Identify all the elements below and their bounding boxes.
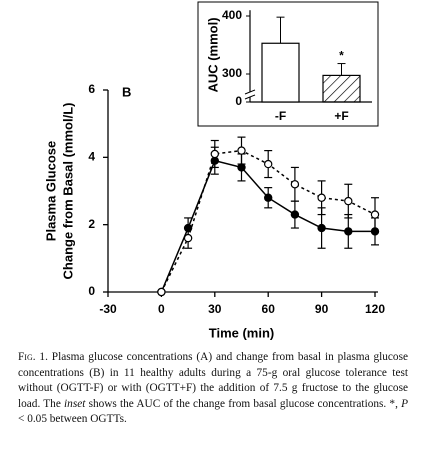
inset-y-tick-label: 400	[222, 8, 242, 22]
marker	[317, 193, 326, 202]
axis-break	[244, 94, 256, 100]
x-axis-title: Time (min)	[209, 325, 275, 340]
inset-x-label: -F	[275, 109, 286, 123]
y-tick-label: 4	[88, 150, 95, 164]
x-tick-label: 0	[158, 302, 165, 316]
marker	[344, 227, 353, 236]
caption-text: < 0.05 between OGTTs.	[18, 413, 127, 425]
caption-label: Fig. 1.	[18, 351, 48, 363]
marker	[370, 210, 380, 219]
bar	[322, 74, 361, 103]
y-axis-title: Change from Basal (mmol/L)	[60, 103, 75, 280]
x-tick-label: 60	[262, 302, 276, 316]
marker	[344, 196, 353, 206]
marker	[237, 163, 246, 172]
caption-italic: P	[401, 397, 408, 410]
caption-italic: inset	[64, 397, 86, 410]
caption-text: Plasma glucose concentrations (A) and ch…	[18, 351, 408, 410]
bar	[261, 42, 300, 103]
x-tick-label: 90	[315, 302, 329, 316]
marker	[317, 223, 326, 233]
marker	[290, 210, 300, 219]
annotation: *	[339, 49, 344, 63]
inset-frame	[197, 1, 379, 127]
axis-break	[244, 89, 256, 95]
x-tick-label: 120	[365, 302, 385, 316]
y-tick-label: 2	[88, 217, 95, 231]
marker	[183, 233, 193, 243]
caption: Fig. 1. Plasma glucose concentrations (A…	[18, 350, 408, 428]
x-tick-label: 30	[208, 302, 222, 316]
figure: 0 2 4 6 -30 0 30 60 90 120 Time (min) Plasma Glucos…	[43, 1, 385, 340]
y-tick-label: 6	[88, 82, 95, 96]
y-axis-title: Plasma Glucose	[43, 141, 58, 241]
marker	[157, 287, 166, 297]
inset-y-title: AUC (mmol)	[205, 17, 220, 92]
marker	[210, 149, 219, 159]
y-tick-label: 0	[88, 284, 95, 298]
panel-label: B	[122, 84, 131, 99]
marker	[237, 146, 246, 155]
x-tick-label: -30	[99, 302, 117, 316]
marker	[264, 193, 273, 202]
marker	[264, 159, 273, 169]
inset-y-tick-label: 300	[222, 66, 242, 80]
series-line	[160, 159, 375, 293]
marker	[290, 180, 300, 189]
caption-text: shows the AUC of the change from basal g…	[85, 397, 402, 410]
inset-x-label: +F	[334, 109, 348, 123]
inset-y-tick-label: 0	[235, 94, 242, 108]
